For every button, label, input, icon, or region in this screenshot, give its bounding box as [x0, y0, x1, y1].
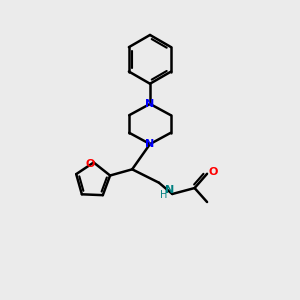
Text: O: O: [85, 159, 95, 169]
Text: N: N: [165, 185, 175, 195]
Text: O: O: [208, 167, 218, 177]
Text: H: H: [160, 190, 168, 200]
Text: N: N: [146, 139, 154, 149]
Text: N: N: [146, 99, 154, 109]
